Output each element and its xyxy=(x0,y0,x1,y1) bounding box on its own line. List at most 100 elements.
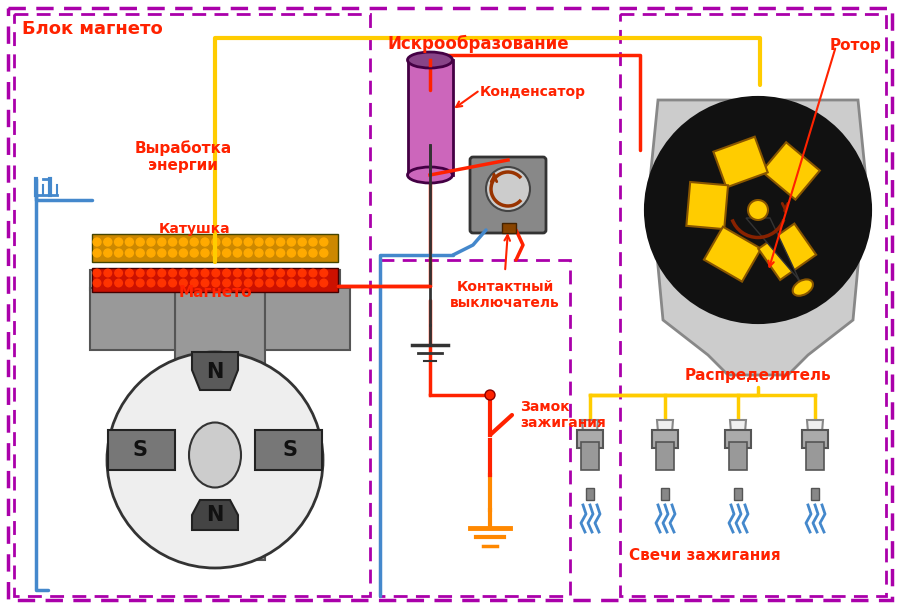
Circle shape xyxy=(125,249,133,257)
Circle shape xyxy=(190,238,198,246)
FancyBboxPatch shape xyxy=(408,60,453,175)
Ellipse shape xyxy=(189,423,241,487)
Circle shape xyxy=(256,269,263,277)
Text: Свечи зажигания: Свечи зажигания xyxy=(629,548,781,563)
FancyBboxPatch shape xyxy=(90,288,175,350)
Circle shape xyxy=(256,279,263,287)
Text: Замок
зажигания: Замок зажигания xyxy=(520,400,606,430)
Circle shape xyxy=(180,279,187,287)
Circle shape xyxy=(147,238,155,246)
Circle shape xyxy=(222,238,230,246)
Polygon shape xyxy=(582,420,598,445)
Circle shape xyxy=(126,279,133,287)
Circle shape xyxy=(212,269,220,277)
Text: Контактный
выключатель: Контактный выключатель xyxy=(450,280,560,310)
Polygon shape xyxy=(650,100,866,375)
Ellipse shape xyxy=(408,52,453,68)
Circle shape xyxy=(320,249,328,257)
Circle shape xyxy=(148,279,155,287)
Circle shape xyxy=(169,279,176,287)
Polygon shape xyxy=(714,137,768,187)
FancyBboxPatch shape xyxy=(581,442,599,470)
FancyBboxPatch shape xyxy=(175,285,265,560)
Circle shape xyxy=(245,279,252,287)
Circle shape xyxy=(277,269,284,277)
FancyBboxPatch shape xyxy=(652,430,678,448)
Circle shape xyxy=(288,269,295,277)
Circle shape xyxy=(93,238,101,246)
Circle shape xyxy=(104,249,112,257)
FancyBboxPatch shape xyxy=(92,268,338,292)
Text: Конденсатор: Конденсатор xyxy=(480,85,586,99)
Circle shape xyxy=(107,352,323,568)
Text: Магнето: Магнето xyxy=(178,285,252,300)
Ellipse shape xyxy=(408,167,453,183)
Circle shape xyxy=(104,238,112,246)
Circle shape xyxy=(485,390,495,400)
Circle shape xyxy=(320,238,328,246)
FancyBboxPatch shape xyxy=(661,488,669,500)
Circle shape xyxy=(158,238,166,246)
Circle shape xyxy=(212,279,220,287)
Circle shape xyxy=(298,249,306,257)
Circle shape xyxy=(179,249,187,257)
Circle shape xyxy=(233,238,241,246)
Circle shape xyxy=(114,249,122,257)
Circle shape xyxy=(202,279,209,287)
Polygon shape xyxy=(807,420,823,445)
Polygon shape xyxy=(730,420,746,445)
Polygon shape xyxy=(761,142,820,199)
Circle shape xyxy=(202,269,209,277)
Polygon shape xyxy=(255,430,322,470)
Circle shape xyxy=(126,269,133,277)
Circle shape xyxy=(158,279,166,287)
Circle shape xyxy=(114,238,122,246)
Circle shape xyxy=(310,269,317,277)
Circle shape xyxy=(320,279,328,287)
Text: Распределитель: Распределитель xyxy=(685,368,832,383)
Circle shape xyxy=(136,249,144,257)
Text: N: N xyxy=(206,362,224,382)
Circle shape xyxy=(287,238,295,246)
Circle shape xyxy=(245,269,252,277)
Circle shape xyxy=(266,279,274,287)
Circle shape xyxy=(486,167,530,211)
Circle shape xyxy=(320,269,328,277)
Circle shape xyxy=(93,249,101,257)
Circle shape xyxy=(158,269,166,277)
Circle shape xyxy=(191,269,198,277)
Polygon shape xyxy=(108,430,175,470)
Circle shape xyxy=(94,269,101,277)
FancyBboxPatch shape xyxy=(470,157,546,233)
Circle shape xyxy=(137,269,144,277)
Circle shape xyxy=(310,279,317,287)
Circle shape xyxy=(646,98,870,322)
Circle shape xyxy=(190,249,198,257)
FancyBboxPatch shape xyxy=(811,488,819,500)
FancyBboxPatch shape xyxy=(802,430,828,448)
Circle shape xyxy=(244,249,252,257)
Circle shape xyxy=(244,238,252,246)
Circle shape xyxy=(223,279,230,287)
FancyBboxPatch shape xyxy=(806,442,824,470)
FancyBboxPatch shape xyxy=(92,234,338,262)
Circle shape xyxy=(169,269,176,277)
FancyBboxPatch shape xyxy=(725,430,751,448)
Circle shape xyxy=(223,269,230,277)
Circle shape xyxy=(299,279,306,287)
Circle shape xyxy=(201,238,209,246)
Circle shape xyxy=(266,269,274,277)
Circle shape xyxy=(309,238,317,246)
Circle shape xyxy=(158,249,166,257)
Circle shape xyxy=(309,249,317,257)
Circle shape xyxy=(266,249,274,257)
Circle shape xyxy=(276,238,284,246)
FancyBboxPatch shape xyxy=(90,270,340,290)
Polygon shape xyxy=(704,227,761,282)
Text: S: S xyxy=(132,440,148,460)
Text: N: N xyxy=(206,505,224,525)
Ellipse shape xyxy=(793,279,813,296)
Text: Выработка
энергии: Выработка энергии xyxy=(134,140,231,173)
FancyBboxPatch shape xyxy=(734,488,742,500)
FancyBboxPatch shape xyxy=(729,442,747,470)
